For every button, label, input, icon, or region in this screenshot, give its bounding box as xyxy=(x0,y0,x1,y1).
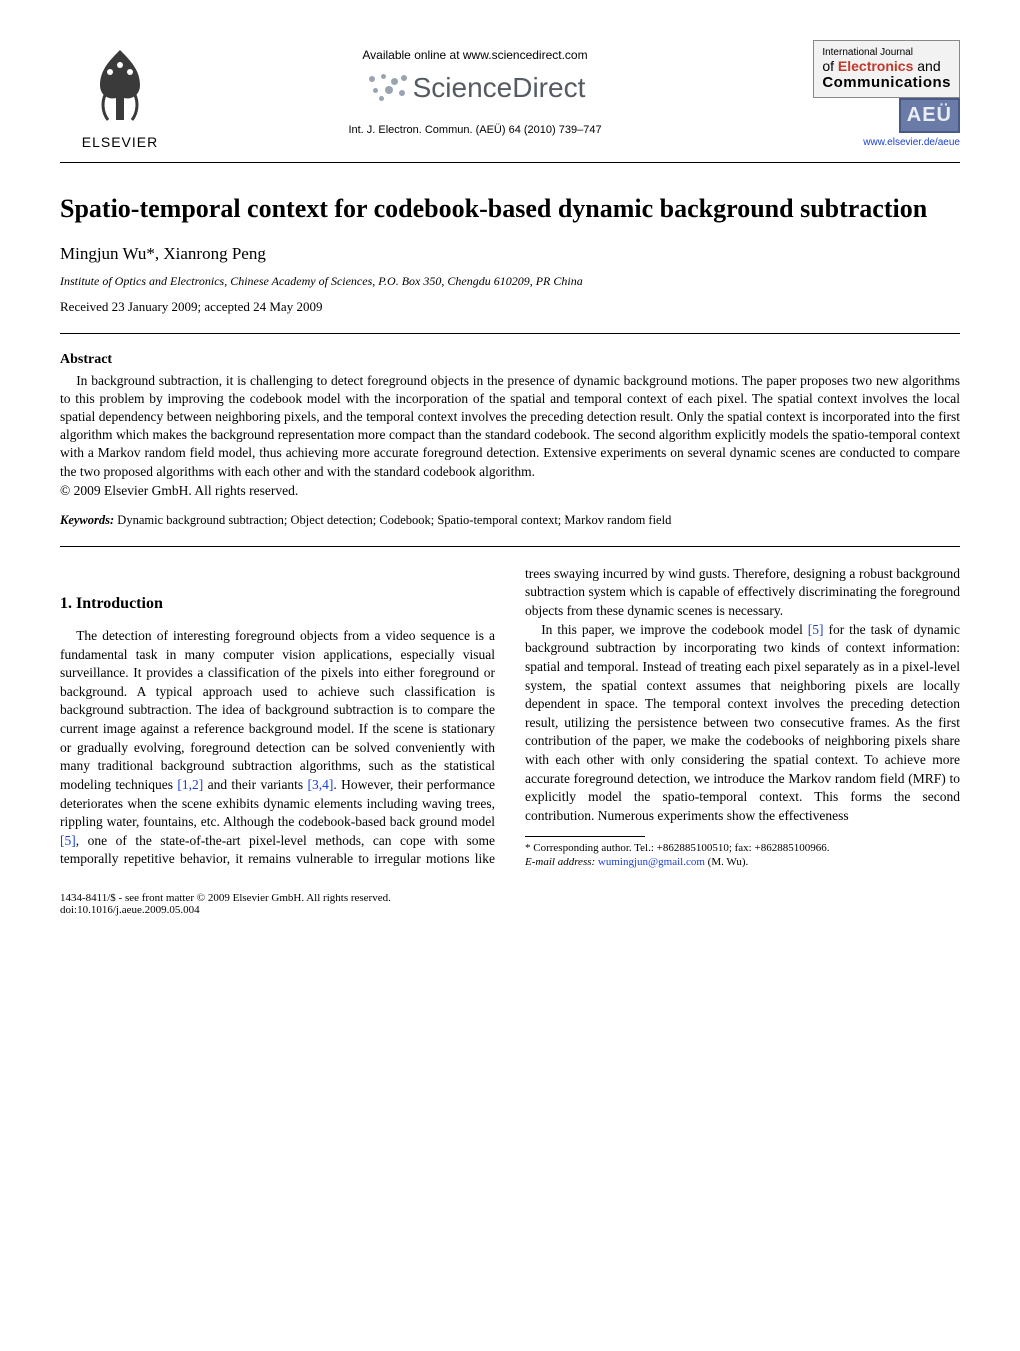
journal-box-of: of xyxy=(822,58,834,74)
sciencedirect-logo: ScienceDirect xyxy=(180,72,770,104)
footnote-email-link[interactable]: wumingjun@gmail.com xyxy=(598,856,705,868)
journal-box-comm: Communications xyxy=(822,74,951,91)
intro-p1-a: The detection of interesting foreground … xyxy=(60,628,495,792)
ref-link-5a[interactable]: [5] xyxy=(60,833,76,848)
journal-box-electronics: Electronics xyxy=(838,58,913,74)
abstract-heading: Abstract xyxy=(60,352,960,368)
journal-url-link[interactable]: www.elsevier.de/aeue xyxy=(770,137,960,148)
ref-link-1-2[interactable]: [1,2] xyxy=(177,777,203,792)
article-title: Spatio-temporal context for codebook-bas… xyxy=(60,193,960,226)
intro-p2-b: for the task of dynamic background subtr… xyxy=(525,622,960,823)
journal-box-and: and xyxy=(917,58,940,74)
section-1-heading: 1. Introduction xyxy=(60,593,495,615)
pre-abstract-rule xyxy=(60,333,960,334)
intro-p2-a: In this paper, we improve the codebook m… xyxy=(541,622,808,637)
header-rule xyxy=(60,162,960,163)
keywords-line: Keywords: Dynamic background subtraction… xyxy=(60,513,960,528)
journal-box-line1: International Journal xyxy=(822,47,913,58)
footnote-email-label: E-mail address: xyxy=(525,856,595,868)
footnote-separator xyxy=(525,836,645,837)
available-online-text: Available online at www.sciencedirect.co… xyxy=(180,48,770,62)
corresponding-author-footnote: * Corresponding author. Tel.: +862885100… xyxy=(525,841,960,871)
footnote-corr: * Corresponding author. Tel.: +862885100… xyxy=(525,841,960,856)
elsevier-tree-icon xyxy=(80,40,160,130)
ref-link-5b[interactable]: [5] xyxy=(808,622,824,637)
journal-reference: Int. J. Electron. Commun. (AEÜ) 64 (2010… xyxy=(180,124,770,136)
sciencedirect-text: ScienceDirect xyxy=(413,72,586,104)
ref-link-3-4[interactable]: [3,4] xyxy=(308,777,334,792)
elsevier-label: ELSEVIER xyxy=(82,134,158,150)
page-header: ELSEVIER Available online at www.science… xyxy=(60,40,960,150)
abstract-copyright: © 2009 Elsevier GmbH. All rights reserve… xyxy=(60,483,960,499)
header-center: Available online at www.sciencedirect.co… xyxy=(180,40,770,136)
keywords-text: Dynamic background subtraction; Object d… xyxy=(117,513,671,527)
aeu-badge: AEÜ xyxy=(899,98,960,133)
body-columns: 1. Introduction The detection of interes… xyxy=(60,565,960,870)
article-dates: Received 23 January 2009; accepted 24 Ma… xyxy=(60,299,960,315)
front-matter-line: 1434-8411/$ - see front matter © 2009 El… xyxy=(60,892,960,904)
sciencedirect-dots-icon xyxy=(365,72,409,104)
doi-line: doi:10.1016/j.aeue.2009.05.004 xyxy=(60,904,960,916)
footnote-email-suffix: (M. Wu). xyxy=(708,856,749,868)
intro-paragraph-2: In this paper, we improve the codebook m… xyxy=(525,621,960,826)
affiliation: Institute of Optics and Electronics, Chi… xyxy=(60,274,960,289)
authors: Mingjun Wu*, Xianrong Peng xyxy=(60,244,960,264)
abstract-body: In background subtraction, it is challen… xyxy=(60,372,960,481)
post-abstract-rule xyxy=(60,546,960,547)
journal-title-box: International Journal of Electronics and… xyxy=(813,40,960,98)
publisher-logo-block: ELSEVIER xyxy=(60,40,180,150)
keywords-label: Keywords: xyxy=(60,513,114,527)
intro-p1-b: and their variants xyxy=(203,777,307,792)
journal-logo-block: International Journal of Electronics and… xyxy=(770,40,960,148)
